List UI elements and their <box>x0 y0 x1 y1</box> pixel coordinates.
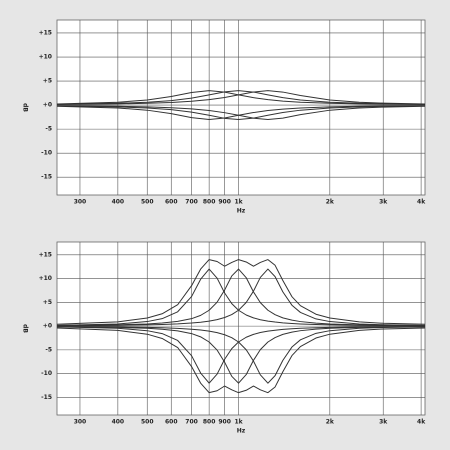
y-tick-label: +15 <box>39 251 52 258</box>
eq-curve <box>56 259 426 325</box>
x-tick-label: 700 <box>185 199 198 206</box>
x-tick-label: 900 <box>218 419 231 426</box>
eq-curve <box>56 105 426 121</box>
x-tick-label: 900 <box>218 199 231 206</box>
x-tick-label: 500 <box>141 199 154 206</box>
eq-curve <box>56 327 426 394</box>
x-tick-label: 700 <box>185 419 198 426</box>
x-tick-label: 2k <box>326 419 335 426</box>
x-tick-label: 500 <box>141 419 154 426</box>
eq-curve <box>56 90 426 105</box>
x-tick-label: 600 <box>165 199 178 206</box>
y-tick-label: -5 <box>45 126 52 133</box>
eq-curve <box>56 268 426 327</box>
eq-curve <box>56 326 426 384</box>
eq-curve <box>56 90 426 105</box>
y-tick-label: +5 <box>43 78 52 85</box>
x-tick-label: 4k <box>417 419 426 426</box>
chart: +15 +10 +5 +0 -5 -10 -15 300 400 500 600 700 800 900 1… <box>22 19 426 215</box>
eq-curve <box>56 326 426 384</box>
x-tick-label: 1k <box>234 199 243 206</box>
y-tick-label: +0 <box>43 323 52 330</box>
y-tick-label: +10 <box>39 54 52 61</box>
y-tick-label: -15 <box>41 174 52 181</box>
y-tick-label: +0 <box>43 102 52 109</box>
x-tick-label: 300 <box>74 199 87 206</box>
eq-curve <box>56 268 426 327</box>
x-tick-label: 3k <box>379 199 388 206</box>
y-axis-label: dB <box>22 103 29 112</box>
eq-curve <box>56 105 426 121</box>
x-tick-label: 400 <box>112 419 125 426</box>
y-tick-label: -15 <box>41 394 52 401</box>
x-tick-label: 2k <box>326 199 335 206</box>
x-tick-label: 800 <box>203 419 216 426</box>
x-axis-label: Hz <box>237 428 246 435</box>
x-tick-label: 4k <box>417 199 426 206</box>
y-tick-label: +5 <box>43 299 52 306</box>
y-tick-label: -5 <box>45 346 52 353</box>
y-axis-label: dB <box>22 324 29 333</box>
x-tick-label: 300 <box>74 419 87 426</box>
eq-curve <box>56 268 426 327</box>
x-tick-label: 3k <box>379 419 388 426</box>
x-tick-label: 1k <box>234 419 243 426</box>
eq-curve <box>56 326 426 384</box>
x-axis-label: Hz <box>237 208 246 215</box>
eq-curve <box>56 90 426 105</box>
x-tick-label: 400 <box>112 199 125 206</box>
y-tick-label: -10 <box>41 150 52 157</box>
y-tick-label: +15 <box>39 29 52 36</box>
y-tick-label: -10 <box>41 370 52 377</box>
x-tick-label: 600 <box>165 419 178 426</box>
chart: +15 +10 +5 +0 -5 -10 -15 300 400 500 600 700 800 900 1… <box>22 241 426 435</box>
x-tick-label: 800 <box>203 199 216 206</box>
y-tick-label: +10 <box>39 275 52 282</box>
eq-curve <box>56 105 426 121</box>
